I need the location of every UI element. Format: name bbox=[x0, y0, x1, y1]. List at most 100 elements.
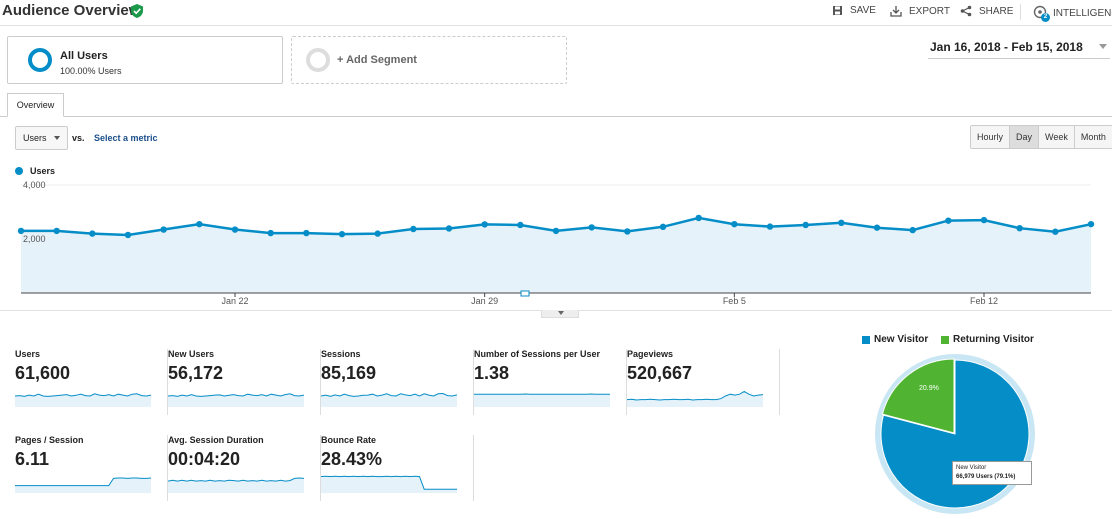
metric-label: Users bbox=[15, 349, 41, 359]
metric-label: New Users bbox=[168, 349, 215, 359]
page-title: Audience Overview bbox=[2, 2, 141, 19]
metric-sparkline bbox=[474, 393, 610, 407]
data-point bbox=[659, 223, 667, 231]
sparkline-line bbox=[15, 477, 151, 487]
data-point bbox=[838, 219, 845, 226]
period-toggle: Hourly Day Week Month bbox=[970, 125, 1112, 149]
metric-card[interactable]: Bounce Rate 28.43% bbox=[321, 435, 474, 501]
period-month-button[interactable]: Month bbox=[1074, 126, 1112, 148]
segment-name: All Users bbox=[60, 50, 108, 62]
metric-card[interactable]: Number of Sessions per User 1.38 bbox=[474, 349, 627, 415]
segment-ring-icon bbox=[28, 48, 52, 72]
pie-slice-label: 20.9% bbox=[919, 385, 939, 392]
data-point bbox=[588, 224, 595, 231]
pie-legend-new[interactable]: New Visitor bbox=[862, 334, 928, 345]
period-day-button[interactable]: Day bbox=[1010, 126, 1040, 148]
date-range-underline bbox=[928, 58, 1110, 59]
tab-divider bbox=[0, 116, 1112, 117]
period-hourly-button[interactable]: Hourly bbox=[971, 126, 1011, 148]
pie-legend-new-label: New Visitor bbox=[874, 334, 929, 345]
pie-legend-returning[interactable]: Returning Visitor bbox=[941, 334, 1034, 345]
collapse-chart-toggle[interactable] bbox=[541, 310, 579, 318]
metric-dropdown[interactable]: Users bbox=[15, 126, 68, 150]
data-point bbox=[445, 225, 453, 232]
sparkline-area bbox=[627, 391, 763, 407]
data-point bbox=[695, 214, 702, 222]
pie-tooltip: New Visitor 66,979 Users (79.1%) bbox=[952, 461, 1032, 485]
data-point bbox=[624, 228, 631, 235]
export-button[interactable]: EXPORT bbox=[890, 5, 950, 17]
pie-legend-returning-label: Returning Visitor bbox=[953, 334, 1034, 345]
data-point bbox=[1052, 228, 1059, 235]
data-point bbox=[909, 226, 916, 234]
save-button[interactable]: SAVE bbox=[832, 5, 876, 16]
pie-slice-returning-visitor bbox=[881, 358, 955, 434]
intelligence-badge: 2 bbox=[1041, 13, 1050, 22]
metric-sparkline bbox=[321, 392, 457, 407]
metric-value: 56,172 bbox=[168, 363, 224, 383]
data-point bbox=[517, 221, 524, 229]
metric-card[interactable]: Sessions 85,169 bbox=[321, 349, 474, 415]
metric-card[interactable]: Pages / Session 6.11 bbox=[15, 435, 168, 501]
share-label: SHARE bbox=[979, 5, 1014, 17]
metric-card[interactable]: Pageviews 520,667 bbox=[627, 349, 780, 415]
metric-label: Number of Sessions per User bbox=[474, 349, 601, 359]
add-segment-button[interactable]: + Add Segment bbox=[291, 36, 567, 84]
x-tick-label: Jan 29 bbox=[471, 296, 498, 306]
metric-value: 520,667 bbox=[627, 363, 693, 383]
data-point bbox=[410, 225, 417, 233]
actions-divider bbox=[1020, 4, 1021, 20]
data-point bbox=[267, 229, 274, 237]
data-point bbox=[160, 226, 167, 233]
segment-percent: 100.00% Users bbox=[60, 66, 122, 76]
sparkline-area bbox=[168, 393, 304, 407]
top-bar: Audience Overview SAVE EXPORT SHARE 2 IN… bbox=[0, 0, 1112, 26]
data-point bbox=[89, 230, 96, 237]
data-point bbox=[196, 220, 203, 228]
period-week-button[interactable]: Week bbox=[1039, 126, 1075, 148]
visitor-pie-chart: 20.9% bbox=[875, 354, 1035, 514]
metric-sparkline bbox=[627, 390, 763, 407]
data-point bbox=[1087, 220, 1095, 228]
users-line-chart: 4,000 2,000 Jan 22 Jan 29 Feb 5 Feb 12 bbox=[17, 180, 1095, 306]
intelligence-icon: 2 bbox=[1033, 5, 1050, 22]
vs-label: vs. bbox=[72, 133, 85, 143]
data-point bbox=[124, 231, 132, 239]
new-visitor-swatch bbox=[862, 335, 870, 344]
x-tick-label: Feb 12 bbox=[970, 296, 998, 306]
empty-segment-ring-icon bbox=[306, 48, 330, 72]
sparkline-line bbox=[627, 390, 763, 401]
sparkline-area bbox=[15, 478, 151, 493]
data-point bbox=[17, 227, 25, 235]
share-button[interactable]: SHARE bbox=[960, 5, 1013, 17]
sparkline-area bbox=[474, 394, 610, 407]
metric-label: Pages / Session bbox=[15, 435, 84, 445]
intelligence-label: INTELLIGENCE bbox=[1053, 7, 1112, 19]
sparkline-area bbox=[321, 393, 457, 407]
sparkline-area bbox=[321, 476, 457, 493]
data-point bbox=[802, 221, 809, 229]
sparkline-area bbox=[168, 478, 304, 493]
metric-sparkline bbox=[15, 477, 151, 493]
data-point bbox=[1016, 225, 1023, 232]
metric-value: 28.43% bbox=[321, 449, 383, 469]
chevron-down-icon[interactable] bbox=[1099, 44, 1107, 49]
metric-card[interactable]: Avg. Session Duration 00:04:20 bbox=[168, 435, 321, 501]
date-range-selector[interactable]: Jan 16, 2018 - Feb 15, 2018 bbox=[930, 40, 1083, 54]
sparkline-line bbox=[168, 393, 304, 397]
select-metric-link[interactable]: Select a metric bbox=[94, 133, 158, 143]
data-point bbox=[338, 230, 346, 238]
x-tick-label: Feb 5 bbox=[723, 296, 746, 306]
segment-all-users[interactable]: All Users 100.00% Users bbox=[7, 36, 283, 84]
users-area bbox=[21, 217, 1091, 293]
metric-dropdown-label: Users bbox=[23, 133, 47, 143]
tooltip-title: New Visitor bbox=[956, 465, 987, 471]
y-tick-label: 2,000 bbox=[23, 234, 46, 244]
metric-sparkline bbox=[321, 475, 457, 493]
tab-overview[interactable]: Overview bbox=[7, 93, 64, 117]
metric-card[interactable]: New Users 56,172 bbox=[168, 349, 321, 415]
metric-card[interactable]: Users 61,600 bbox=[15, 349, 168, 415]
intelligence-button[interactable]: 2 INTELLIGENCE bbox=[1033, 5, 1112, 22]
data-point bbox=[766, 223, 774, 230]
dropdown-arrow-icon bbox=[54, 136, 60, 140]
